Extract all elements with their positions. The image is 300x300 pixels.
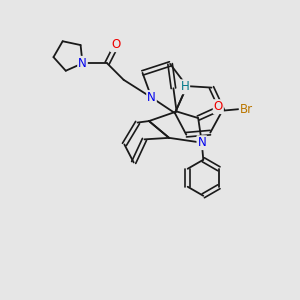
Text: N: N [78,57,87,70]
Text: N: N [197,136,206,149]
Text: Br: Br [240,103,253,116]
Text: O: O [111,38,120,51]
Text: O: O [214,100,223,113]
Text: N: N [147,91,156,104]
Text: H: H [180,80,189,93]
